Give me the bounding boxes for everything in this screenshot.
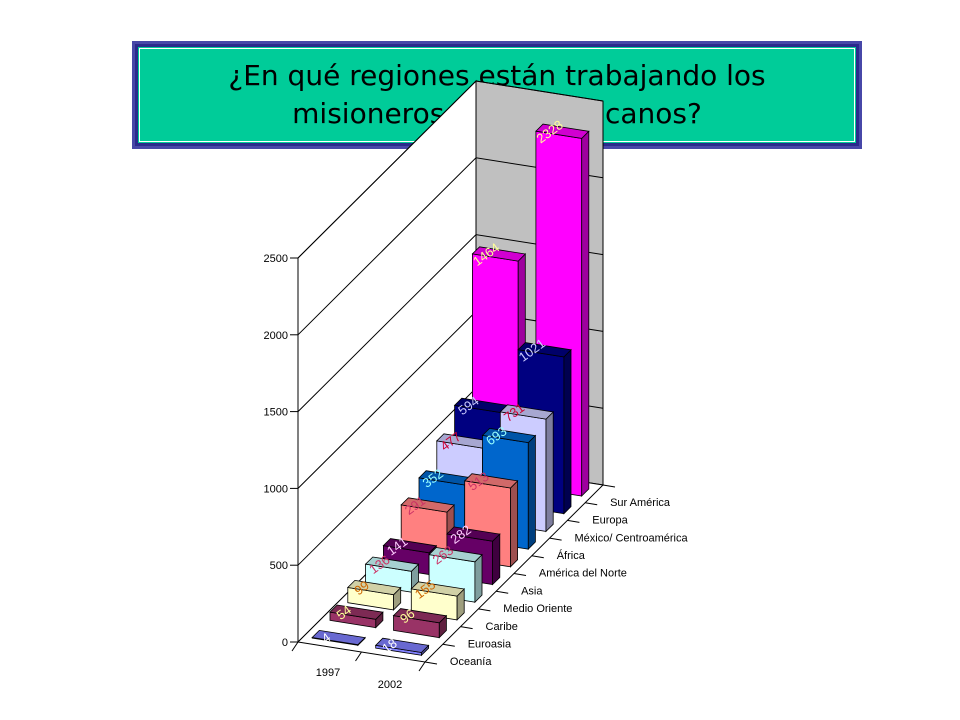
- region-label: Sur América: [610, 497, 671, 509]
- region-label: Medio Oriente: [503, 603, 572, 615]
- y-tick-label: 0: [282, 637, 288, 649]
- region-label: Caribe: [486, 621, 518, 633]
- z-tick: [496, 590, 509, 594]
- z-tick: [602, 484, 616, 488]
- bar-top: [382, 538, 438, 554]
- bar-side: [510, 479, 518, 568]
- bar-top: [392, 608, 448, 624]
- bar-top: [535, 123, 590, 139]
- region-label: Oceanía: [450, 656, 492, 668]
- bar-side: [545, 411, 554, 533]
- y-tick-label: 1000: [264, 483, 288, 495]
- bar-top: [400, 497, 455, 513]
- bar-top: [471, 246, 527, 262]
- bar-top: [364, 556, 420, 572]
- data-label: 18: [379, 635, 400, 656]
- bar-top: [311, 629, 366, 646]
- z-tick: [442, 643, 455, 647]
- z-tick: [585, 502, 598, 506]
- bar-top: [428, 547, 483, 563]
- y-tick-label: 1500: [264, 407, 288, 419]
- z-tick: [549, 537, 562, 541]
- region-label: Euroasia: [468, 638, 512, 650]
- data-label: 99: [351, 578, 372, 599]
- region-label: África: [557, 549, 586, 562]
- data-label: 54: [334, 602, 355, 623]
- z-tick: [424, 661, 438, 665]
- region-label: Asia: [521, 585, 543, 597]
- x-tick-label: 2002: [378, 679, 402, 691]
- y-tick-label: 2500: [264, 253, 288, 265]
- x-tick: [418, 661, 426, 672]
- bar-top: [346, 579, 402, 596]
- bar-side: [527, 434, 536, 551]
- z-tick: [478, 608, 491, 612]
- x-tick-label: 1997: [316, 667, 340, 679]
- bar-side: [474, 553, 483, 604]
- x-tick: [291, 641, 299, 652]
- bar-side: [581, 130, 590, 497]
- bar-top: [329, 604, 384, 620]
- bar-side: [492, 533, 501, 586]
- region-label: América del Norte: [539, 568, 627, 580]
- bar-top: [446, 526, 501, 542]
- z-tick: [460, 626, 473, 630]
- x-tick: [355, 651, 362, 662]
- bar-top: [499, 404, 555, 420]
- region-label: México/ Centroamérica: [575, 532, 689, 544]
- z-tick: [567, 519, 580, 523]
- bar-top: [410, 581, 466, 597]
- z-tick: [531, 555, 544, 559]
- region-label: Europa: [592, 515, 628, 527]
- bar-top: [481, 427, 537, 444]
- bar-top: [517, 342, 572, 358]
- bar-side: [563, 348, 572, 515]
- z-tick: [513, 573, 527, 576]
- data-label: 96: [397, 606, 418, 627]
- y-tick-label: 500: [270, 560, 288, 572]
- gridline: [297, 80, 604, 259]
- y-tick-label: 2000: [264, 330, 288, 342]
- bar-top: [463, 473, 519, 489]
- bar-top: [374, 637, 430, 653]
